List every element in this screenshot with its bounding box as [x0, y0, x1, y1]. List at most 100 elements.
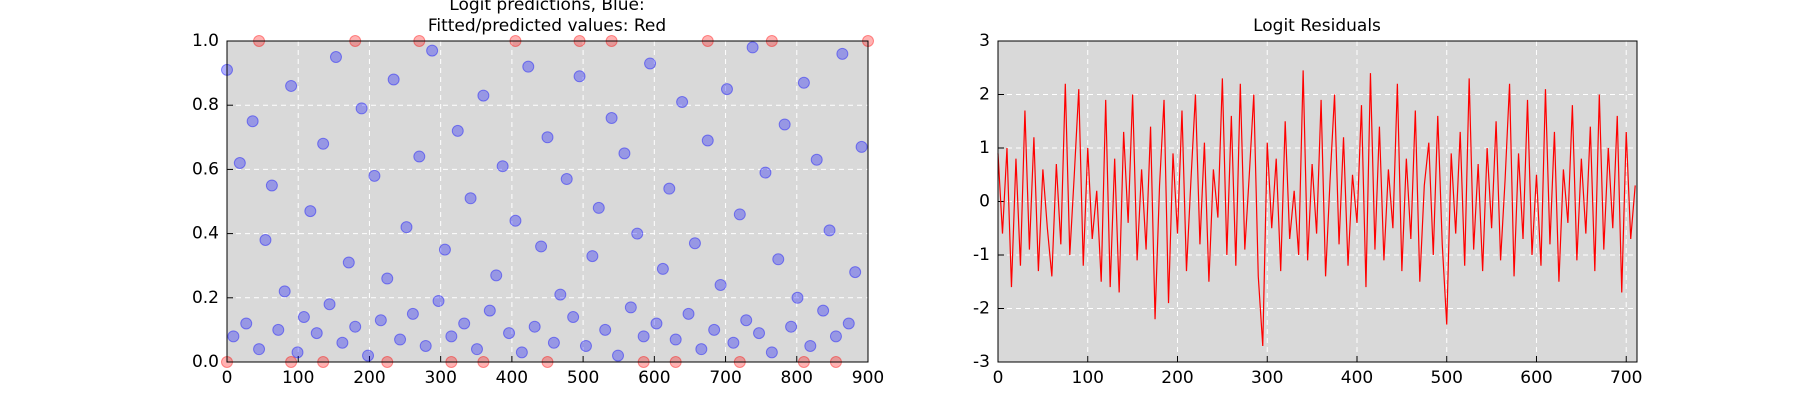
scatter-point: [823, 224, 836, 237]
scatter-point: [618, 147, 631, 160]
scatter-point: [765, 346, 778, 359]
y-tick-label: -3: [973, 352, 990, 372]
scatter-point: [650, 317, 663, 330]
scatter-point: [522, 60, 535, 73]
scatter-point: [426, 44, 439, 57]
chart-title: Fitted/predicted values: Red: [428, 16, 666, 36]
y-tick-label: 0: [979, 192, 990, 212]
scatter-point: [329, 51, 342, 64]
scatter-point: [265, 179, 278, 192]
scatter-point: [817, 304, 830, 317]
y-tick-label: 1: [979, 138, 990, 158]
scatter-point: [381, 272, 394, 285]
x-tick-label: 200: [353, 368, 385, 388]
scatter-point: [374, 314, 387, 327]
scatter-point: [291, 346, 304, 359]
scatter-point: [368, 169, 381, 182]
x-tick-label: 300: [424, 368, 456, 388]
scatter-point: [496, 160, 509, 173]
scatter-point: [304, 205, 317, 218]
scatter-point: [246, 115, 259, 128]
scatter-point: [323, 298, 336, 311]
y-tick-label: 0.8: [192, 95, 219, 115]
scatter-point: [644, 57, 657, 70]
x-tick-label: 100: [282, 368, 314, 388]
scatter-point: [400, 221, 413, 234]
scatter-point: [804, 339, 817, 352]
scatter-point: [342, 256, 355, 269]
scatter-point: [810, 153, 823, 166]
scatter-point: [631, 227, 644, 240]
x-tick-label: 300: [1251, 368, 1283, 388]
scatter-point: [682, 307, 695, 320]
scatter-point: [714, 278, 727, 291]
scatter-point: [349, 320, 362, 333]
scatter-point: [637, 330, 650, 343]
scatter-point: [317, 137, 330, 150]
scatter-point: [394, 333, 407, 346]
scatter-point: [278, 285, 291, 298]
scatter-point: [451, 124, 464, 137]
scatter-point: [240, 317, 253, 330]
plot-frame: [226, 40, 869, 363]
scatter-point: [297, 311, 310, 324]
scatter-point: [227, 330, 240, 343]
scatter-point: [387, 73, 400, 86]
scatter-point: [733, 208, 746, 221]
scatter-point: [849, 266, 862, 279]
scatter-point: [836, 47, 849, 60]
scatter-point: [778, 118, 791, 131]
scatter-point: [829, 330, 842, 343]
x-tick-label: 0: [222, 368, 233, 388]
x-tick-label: 500: [1431, 368, 1463, 388]
y-tick-label: 1.0: [192, 31, 219, 51]
scatter-point: [612, 349, 625, 362]
scatter-point: [708, 323, 721, 336]
scatter-point: [310, 327, 323, 340]
scatter-point: [432, 295, 445, 308]
scatter-point: [503, 327, 516, 340]
y-tick-label: 3: [979, 31, 990, 51]
y-tick-label: 0.4: [192, 224, 219, 244]
x-tick-label: 700: [709, 368, 741, 388]
scatter-point: [285, 79, 298, 92]
scatter-point: [759, 166, 772, 179]
y-tick-label: 0.6: [192, 159, 219, 179]
scatter-point: [740, 314, 753, 327]
scatter-point: [560, 173, 573, 186]
chart-title: Logit Residuals: [1253, 16, 1381, 36]
scatter-point: [470, 343, 483, 356]
scatter-point: [695, 343, 708, 356]
y-tick-label: 2: [979, 85, 990, 105]
scatter-point: [509, 214, 522, 227]
scatter-point: [785, 320, 798, 333]
x-tick-label: 800: [781, 368, 813, 388]
y-tick-label: 0.2: [192, 288, 219, 308]
scatter-point: [515, 346, 528, 359]
scatter-point: [599, 323, 612, 336]
x-tick-label: 400: [496, 368, 528, 388]
x-tick-label: 700: [1610, 368, 1642, 388]
scatter-point: [592, 201, 605, 214]
scatter-point: [233, 156, 246, 169]
x-tick-label: 600: [1520, 368, 1552, 388]
scatter-point: [797, 76, 810, 89]
scatter-point: [458, 317, 471, 330]
x-tick-label: 200: [1161, 368, 1193, 388]
scatter-point: [855, 140, 868, 153]
scatter-point: [746, 41, 759, 54]
x-tick-label: 0: [993, 368, 1004, 388]
scatter-point: [419, 339, 432, 352]
scatter-point: [259, 234, 272, 247]
x-tick-label: 100: [1072, 368, 1104, 388]
chart-title: Logit predictions, Blue:: [449, 0, 644, 15]
scatter-point: [772, 253, 785, 266]
scatter-point: [253, 343, 266, 356]
scatter-point: [362, 349, 375, 362]
scatter-point: [791, 291, 804, 304]
scatter-point: [547, 336, 560, 349]
scatter-point: [336, 336, 349, 349]
scatter-point: [477, 89, 490, 102]
scatter-point: [842, 317, 855, 330]
